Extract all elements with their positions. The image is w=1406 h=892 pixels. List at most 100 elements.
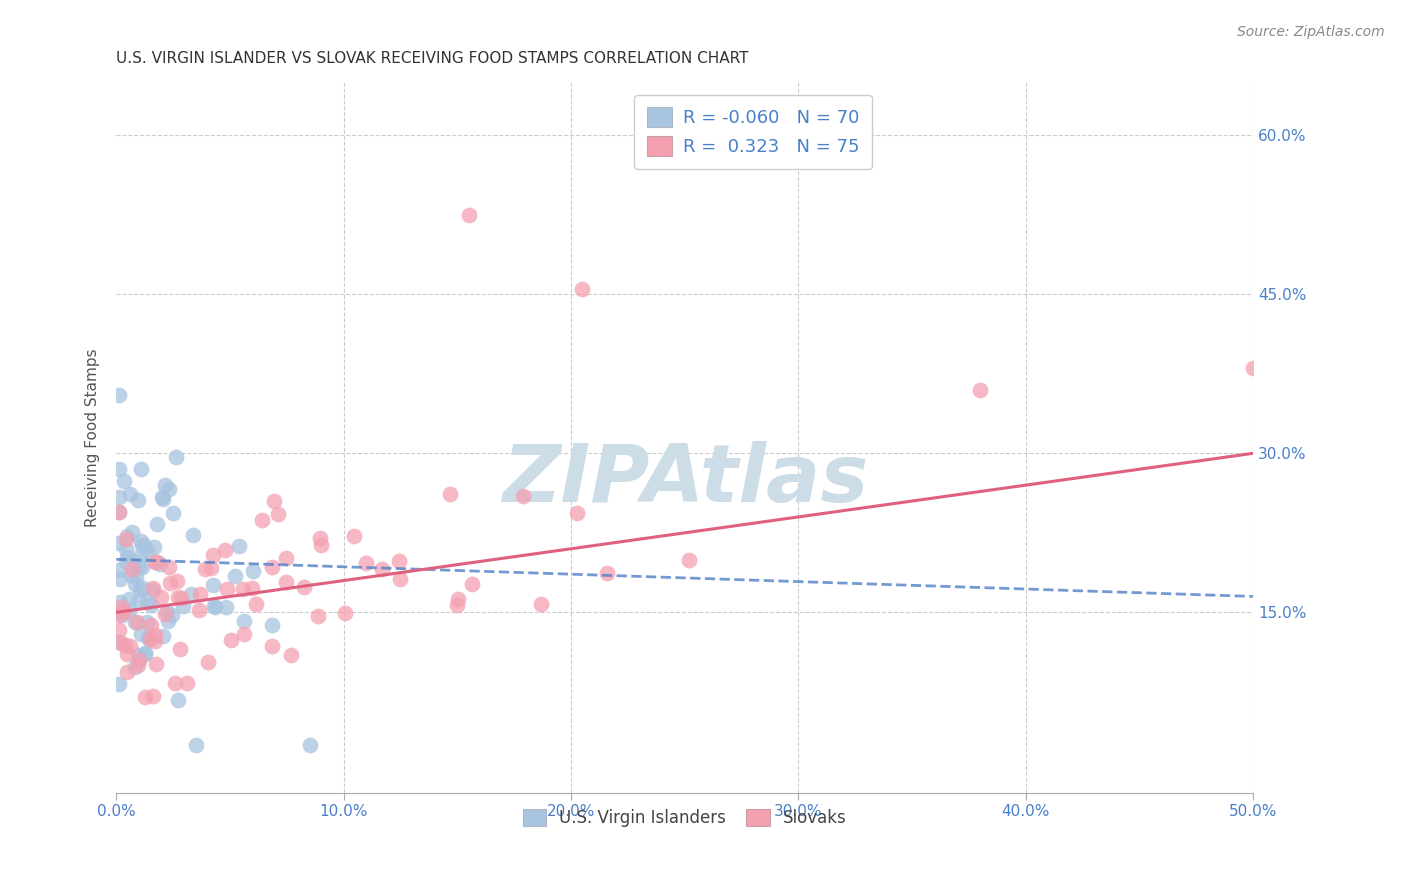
Text: ZIPAtlas: ZIPAtlas (502, 441, 868, 519)
Point (134, 690, 156, 704)
Point (245, 597, 267, 611)
Point (202, 578, 225, 592)
Point (204, 599, 226, 614)
Point (120, 639, 142, 653)
Point (124, 615, 146, 629)
Point (149, 557, 172, 571)
Point (276, 574, 298, 589)
Point (150, 491, 173, 505)
Point (170, 591, 193, 606)
Point (125, 615, 148, 630)
Point (120, 567, 142, 582)
Point (110, 635, 132, 649)
Point (159, 576, 181, 591)
Point (115, 665, 138, 679)
Point (134, 646, 156, 660)
Point (176, 675, 198, 690)
Point (135, 544, 157, 558)
Point (156, 606, 179, 620)
Point (115, 532, 138, 546)
Point (224, 569, 246, 583)
Text: U.S. VIRGIN ISLANDER VS SLOVAK RECEIVING FOOD STAMPS CORRELATION CHART: U.S. VIRGIN ISLANDER VS SLOVAK RECEIVING… (117, 51, 749, 66)
Point (142, 541, 165, 555)
Point (439, 487, 461, 501)
Point (142, 689, 165, 703)
Point (172, 599, 194, 614)
Point (114, 542, 136, 557)
Point (214, 542, 236, 557)
Point (309, 531, 332, 545)
Point (280, 648, 302, 663)
Point (342, 529, 364, 543)
Point (135, 595, 157, 609)
Point (115, 555, 138, 569)
Point (228, 539, 250, 553)
Point (153, 478, 176, 492)
Point (124, 576, 146, 591)
Point (127, 493, 149, 508)
Point (127, 648, 149, 663)
Point (1241, 361, 1264, 376)
Point (142, 582, 165, 597)
Point (333, 606, 356, 620)
Point (217, 582, 239, 597)
Y-axis label: Receiving Food Stamps: Receiving Food Stamps (86, 348, 100, 526)
Point (242, 564, 264, 578)
Point (112, 474, 135, 488)
Point (152, 629, 174, 643)
Point (107, 505, 129, 519)
Point (132, 538, 155, 552)
Point (157, 560, 180, 574)
Text: Source: ZipAtlas.com: Source: ZipAtlas.com (1237, 25, 1385, 39)
Point (260, 560, 283, 574)
Point (143, 555, 166, 569)
Point (120, 487, 142, 501)
Point (131, 560, 153, 574)
Point (571, 282, 593, 296)
Legend: U.S. Virgin Islanders, Slovaks: U.S. Virgin Islanders, Slovaks (516, 803, 853, 834)
Point (134, 647, 156, 661)
Point (460, 577, 482, 591)
Point (111, 608, 134, 623)
Point (107, 505, 129, 519)
Point (267, 508, 290, 522)
Point (118, 602, 141, 616)
Point (188, 587, 211, 601)
Point (115, 550, 138, 565)
Point (118, 592, 141, 607)
Point (165, 450, 187, 464)
Point (169, 642, 191, 657)
Point (250, 513, 273, 527)
Point (108, 490, 131, 504)
Point (125, 569, 148, 583)
Point (162, 506, 184, 520)
Point (969, 383, 991, 397)
Point (121, 562, 143, 576)
Point (139, 632, 162, 647)
Point (131, 538, 153, 552)
Point (142, 581, 165, 595)
Point (136, 630, 159, 644)
Point (145, 555, 167, 569)
Point (107, 563, 129, 577)
Point (160, 607, 183, 622)
Point (240, 581, 263, 595)
Point (146, 517, 169, 532)
Point (388, 572, 411, 586)
Point (388, 554, 411, 568)
Point (128, 582, 150, 597)
Point (110, 573, 132, 587)
Point (122, 554, 145, 568)
Point (135, 615, 157, 630)
Point (107, 536, 129, 550)
Point (152, 492, 174, 507)
Point (187, 603, 209, 617)
Point (311, 537, 333, 551)
Point (153, 607, 176, 621)
Point (232, 582, 254, 596)
Point (129, 462, 152, 476)
Point (128, 593, 150, 607)
Point (370, 562, 392, 576)
Point (166, 574, 188, 589)
Point (262, 618, 284, 632)
